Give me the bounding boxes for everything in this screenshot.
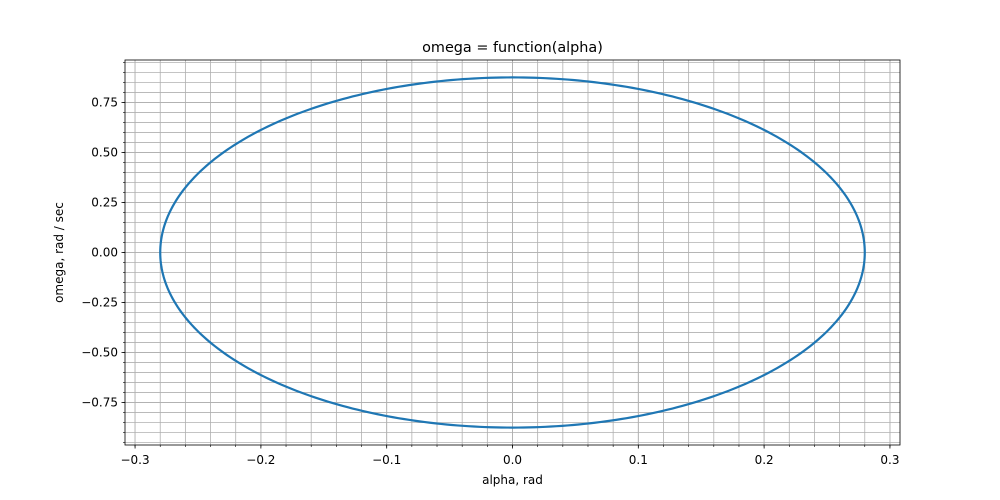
plot-area xyxy=(159,76,866,429)
y-tick-label: 0.50 xyxy=(91,145,118,159)
x-tick-label: 0.0 xyxy=(503,453,522,467)
x-tick-label: −0.1 xyxy=(372,453,401,467)
y-tick-label: 0.00 xyxy=(91,246,118,260)
y-tick-label: −0.75 xyxy=(81,396,118,410)
y-tick-label: −0.25 xyxy=(81,296,118,310)
phase-trajectory-line xyxy=(159,76,866,429)
x-tick-label: 0.1 xyxy=(629,453,648,467)
y-tick-label: 0.25 xyxy=(91,195,118,209)
y-tick-label: −0.50 xyxy=(81,346,118,360)
y-axis-label: omega, rad / sec xyxy=(52,202,66,303)
y-tick-label: 0.75 xyxy=(91,95,118,109)
x-tick-label: −0.2 xyxy=(246,453,275,467)
axis-ticks: −0.3 −0.2 −0.1 0.0 0.1 0.2 0.3 −0.75 −0.50 −0.25 0… xyxy=(81,62,899,467)
grid-lines xyxy=(125,60,900,445)
x-tick-label: −0.3 xyxy=(120,453,149,467)
x-tick-label: 0.2 xyxy=(755,453,774,467)
x-axis-label: alpha, rad xyxy=(482,473,543,487)
chart-title: omega = function(alpha) xyxy=(422,40,603,56)
x-tick-label: 0.3 xyxy=(880,453,899,467)
